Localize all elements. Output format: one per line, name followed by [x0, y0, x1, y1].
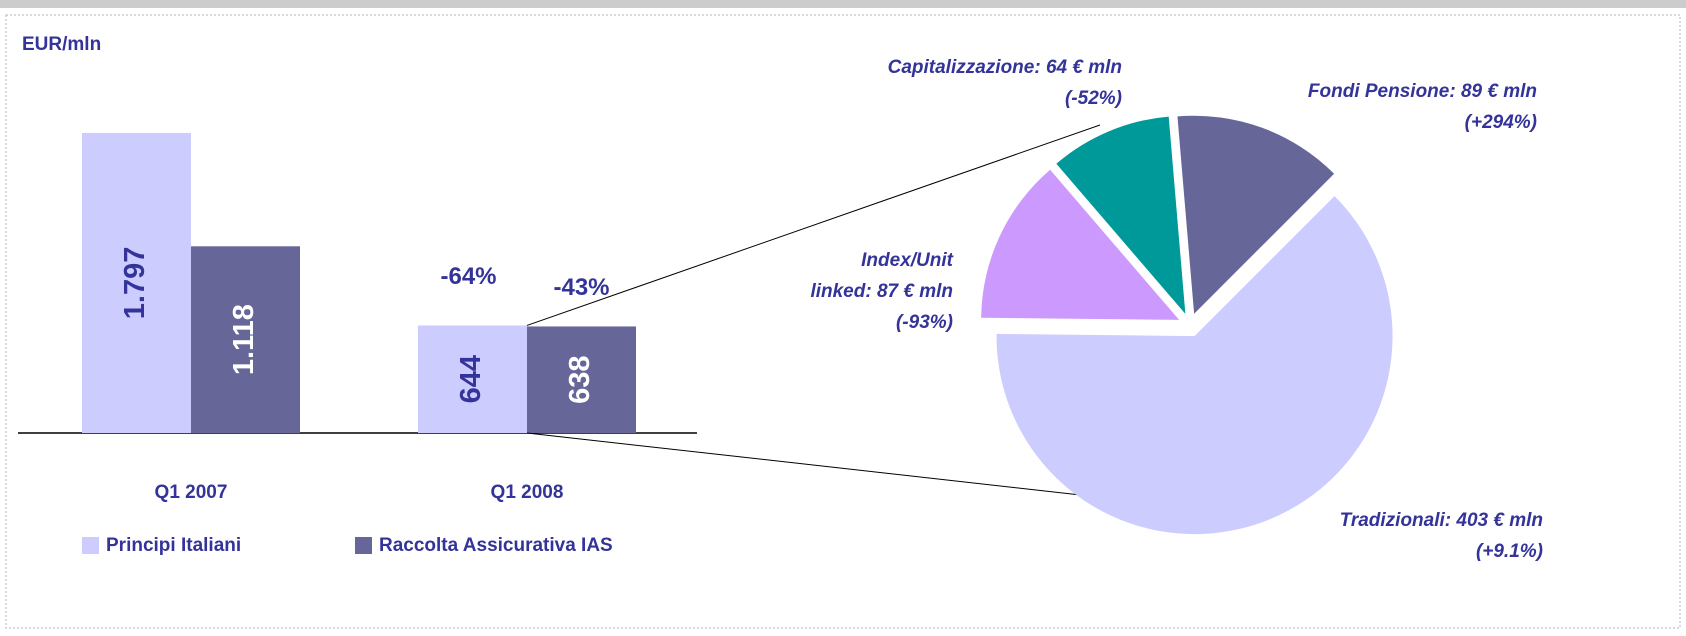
unit-label: EUR/mln: [22, 34, 101, 55]
pie-label: Fondi Pensione: 89 € mln (+294%): [1308, 76, 1537, 138]
pie-label: Tradizionali: 403 € mln (+9.1%): [1340, 505, 1543, 567]
legend-swatch: [355, 537, 372, 554]
legend-label: Principi Italiani: [106, 535, 241, 556]
pie-label: Capitalizzazione: 64 € mln (-52%): [888, 52, 1122, 114]
x-tick-label: Q1 2007: [155, 482, 228, 503]
bar: [82, 132, 191, 433]
pie-label: Index/Unit linked: 87 € mln (-93%): [810, 245, 953, 338]
pie-change-label: (+9.1%): [1475, 541, 1543, 562]
pie-slice: [1177, 115, 1335, 314]
pie-value-label: Tradizionali: 403 € mln: [1339, 510, 1543, 531]
top-band: [0, 0, 1686, 8]
value-label: 1.118: [228, 304, 260, 375]
pie-change-label: (+294%): [1464, 112, 1537, 133]
value-label: 638: [564, 356, 596, 404]
bar: [191, 246, 300, 433]
frame: [5, 14, 1681, 629]
pie-value-label: Fondi Pensione: 89 € mln: [1307, 81, 1537, 102]
annotation: -43%: [553, 274, 609, 301]
value-label: 644: [455, 355, 487, 403]
x-tick-label: Q1 2008: [491, 482, 564, 503]
legend-label: Raccolta Assicurativa IAS: [379, 535, 613, 556]
pie-change-label: (-52%): [1064, 88, 1122, 109]
pie-slice: [981, 169, 1180, 320]
legend-swatch: [82, 537, 99, 554]
pie-value-label: Capitalizzazione: 64 € mln: [887, 57, 1122, 78]
pie-value-label: Index/Unit linked: 87 € mln: [810, 250, 953, 302]
value-label: 1.797: [119, 247, 151, 320]
connector: [526, 124, 1101, 326]
pie-slice: [996, 196, 1393, 535]
annotation: -64%: [440, 263, 496, 290]
bar: [527, 326, 636, 433]
pie-slice: [1056, 116, 1186, 314]
pie-change-label: (-93%): [895, 312, 953, 333]
bar: [418, 325, 527, 433]
